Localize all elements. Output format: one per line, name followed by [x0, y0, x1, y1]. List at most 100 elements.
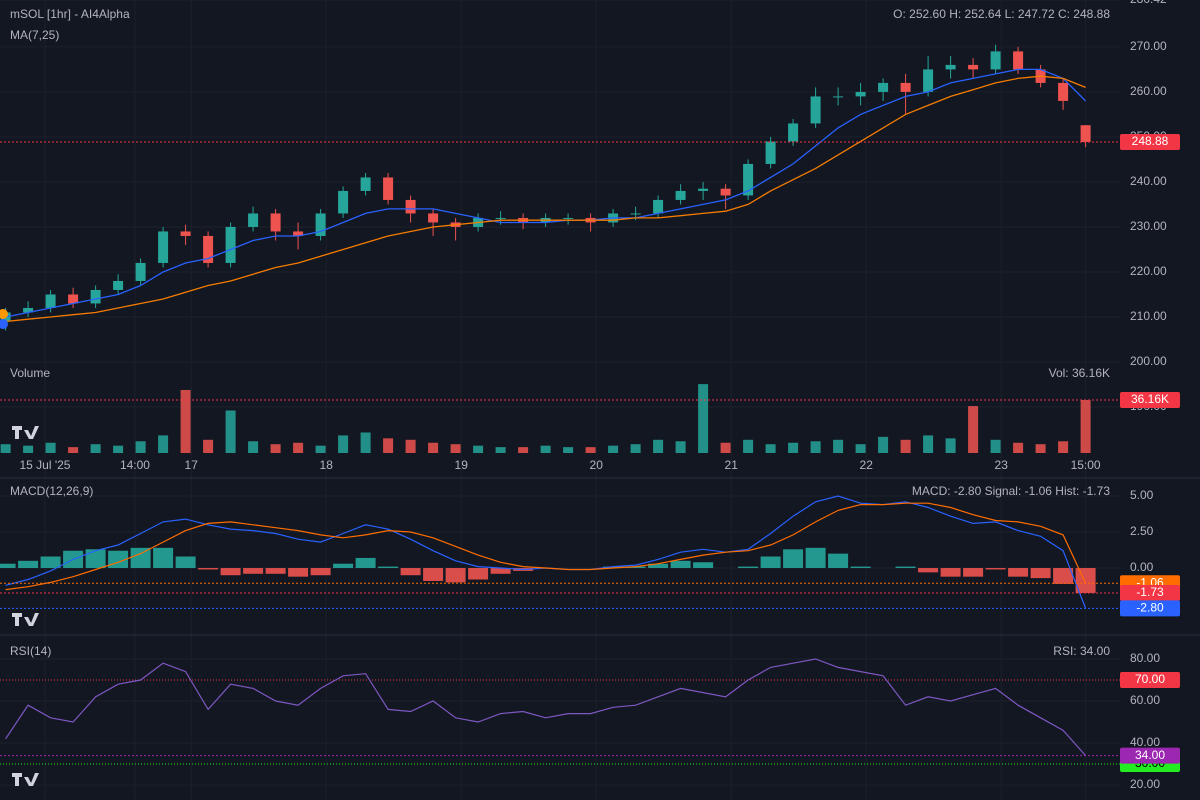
macd-hist-bar	[40, 556, 61, 569]
candle-body	[428, 213, 439, 223]
volume-bar	[855, 444, 866, 453]
y-tick-label: 230.00	[1130, 219, 1167, 233]
y-tick-label: 210.00	[1130, 309, 1167, 323]
macd-hist-bar	[378, 566, 399, 569]
volume-bar	[158, 435, 169, 453]
candle-body	[45, 294, 56, 308]
marker-dot	[0, 319, 8, 329]
candle-body	[270, 213, 281, 232]
value-tag	[1120, 671, 1180, 688]
macd-hist-bar	[805, 547, 826, 569]
candle-body	[405, 199, 416, 214]
volume-bar	[765, 444, 776, 453]
volume-bar	[630, 444, 641, 453]
candle-body	[1080, 125, 1091, 142]
x-tick-label: 21	[725, 458, 739, 472]
volume-bar	[180, 389, 191, 453]
volume-bar	[990, 439, 1001, 453]
volume-bar	[450, 444, 461, 453]
macd-hist-bar	[445, 568, 466, 583]
marker-dot	[0, 309, 8, 319]
candle-body	[698, 188, 709, 191]
value-tag-label: -2.80	[1136, 601, 1164, 615]
macd-hist-bar	[1075, 568, 1096, 593]
value-tag-label: 36.16K	[1131, 392, 1169, 406]
volume-bar	[1035, 444, 1046, 453]
volume-bar	[1013, 442, 1024, 453]
volume-bar	[0, 444, 11, 453]
macd-legend: MACD: -2.80 Signal: -1.06 Hist: -1.73	[912, 484, 1110, 498]
volume-bar	[1080, 399, 1091, 453]
volume-bar	[518, 447, 529, 453]
macd-hist-bar	[738, 566, 759, 569]
candle-body	[788, 123, 799, 142]
macd-hist-bar	[828, 553, 849, 569]
line	[5, 75, 1086, 323]
candle-body	[675, 190, 686, 200]
candle-body	[743, 163, 754, 196]
x-tick-label: 14:00	[120, 458, 150, 472]
macd-hist-bar	[603, 566, 624, 569]
volume-bar	[923, 435, 934, 453]
volume-bar	[293, 442, 304, 453]
volume-bar	[23, 445, 34, 453]
candle-body	[990, 51, 1001, 70]
volume-bar	[743, 439, 754, 453]
candle-body	[878, 82, 889, 92]
value-tag	[1120, 584, 1180, 601]
volume-bar	[720, 442, 731, 453]
macd-hist-bar	[625, 566, 646, 569]
macd-hist-bar	[198, 568, 219, 570]
volume-bar	[45, 442, 56, 453]
macd-title: MACD(12,26,9)	[10, 484, 93, 498]
volume-bar	[1058, 441, 1069, 453]
value-tag	[1120, 391, 1180, 408]
macd-hist-bar	[400, 568, 421, 576]
y-tick-label: 0.00	[1130, 560, 1154, 574]
volume-bar	[540, 445, 551, 453]
volume-bar	[360, 432, 371, 453]
y-tick-label: 20.00	[1130, 777, 1160, 791]
volume-bar	[495, 447, 506, 453]
value-tag	[1120, 133, 1180, 150]
candle-body	[833, 96, 844, 98]
volume-bar	[338, 435, 349, 453]
candle-body	[810, 96, 821, 124]
candle-body	[90, 289, 101, 304]
macd-hist-bar	[648, 563, 669, 569]
macd-hist-bar	[670, 560, 691, 569]
macd-hist-bar	[355, 557, 376, 569]
macd-hist-bar	[85, 549, 106, 569]
macd-hist-bar	[985, 568, 1006, 570]
candle-body	[765, 141, 776, 164]
candle-body	[383, 177, 394, 200]
volume-bar	[270, 444, 281, 453]
x-tick-label: 15 Jul '25	[19, 458, 70, 472]
y-tick-label: 40.00	[1130, 735, 1160, 749]
volume-bar	[225, 410, 236, 453]
macd-hist-bar	[490, 568, 511, 574]
volume-bar	[428, 442, 439, 453]
candle-body	[225, 226, 236, 263]
macd-hist-bar	[130, 547, 151, 569]
candle-body	[338, 190, 349, 214]
volume-bar	[563, 447, 574, 453]
labels: 15 Jul '25 14:00 17 18 19 20 21 22 23 15:00 280.42…	[19, 0, 1180, 791]
macd-hist-bar	[288, 568, 309, 577]
logo-mark	[12, 773, 39, 786]
y-tick-label: 280.42	[1130, 0, 1167, 6]
x-tick-label: 20	[590, 458, 604, 472]
x-tick-label: 18	[320, 458, 334, 472]
macd-hist-bar	[940, 568, 961, 577]
marks	[0, 44, 1120, 765]
value-tag-label: 70.00	[1135, 672, 1165, 686]
volume-title: Volume	[10, 366, 50, 380]
candle-body	[653, 199, 664, 214]
macd-hist-bar	[918, 568, 939, 573]
candle-body	[945, 64, 956, 70]
volume-bar	[68, 447, 79, 453]
volume-bar	[968, 406, 979, 453]
candle-body	[135, 262, 146, 281]
candle-body	[293, 231, 304, 236]
candle-body	[1013, 51, 1024, 70]
